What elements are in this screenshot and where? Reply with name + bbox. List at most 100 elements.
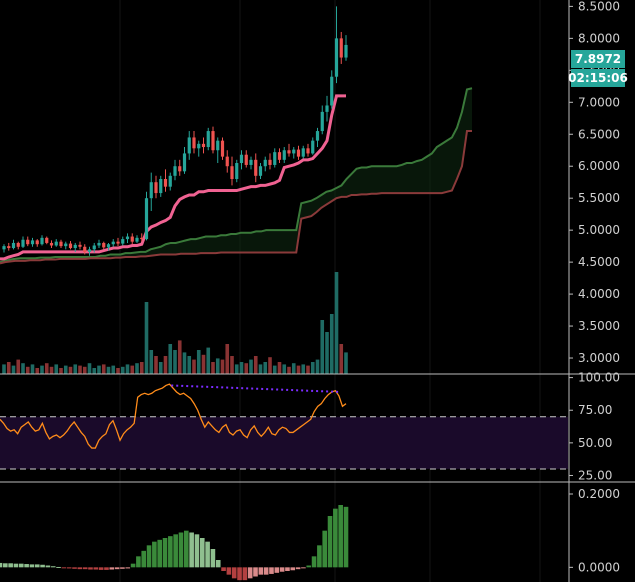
price-panel[interactable] (0, 6, 473, 374)
volume-bar (306, 365, 310, 374)
candle-body (220, 140, 225, 157)
volume-bar (334, 272, 339, 374)
rsi-axis-tick-label: 75.00 (578, 403, 612, 417)
candle-body (315, 131, 320, 141)
momentum-axis-tick-label: 0.0000 (578, 560, 620, 574)
volume-bar (320, 320, 325, 374)
momentum-bar (109, 567, 115, 570)
momentum-bar (50, 566, 56, 568)
volume-bar (163, 356, 168, 374)
rsi-divergence-line (171, 384, 341, 393)
volume-bar (291, 363, 296, 374)
volume-bar (263, 362, 268, 374)
volume-bars (2, 272, 348, 374)
volume-bar (16, 359, 21, 374)
momentum-bar (61, 567, 67, 569)
momentum-bar (343, 506, 349, 568)
volume-bar (111, 365, 116, 374)
momentum-bar (125, 567, 131, 569)
candle-body (159, 179, 163, 194)
momentum-bar (258, 567, 264, 575)
volume-bar (239, 362, 244, 374)
volume-bar (73, 364, 78, 374)
momentum-bar (184, 530, 189, 568)
momentum-bar (285, 567, 290, 571)
rsi-panel[interactable] (0, 383, 568, 470)
volume-bar (211, 362, 215, 374)
momentum-axis-tick-label: 0.2000 (578, 487, 620, 501)
momentum-bar (290, 567, 296, 571)
volume-bar (144, 302, 149, 374)
price-axis-tick-label: 4.5000 (578, 255, 620, 269)
momentum-bar (45, 565, 51, 568)
candle-body (311, 140, 315, 154)
rsi-zone (0, 416, 568, 469)
candle-body (45, 237, 49, 243)
volume-bar (249, 359, 253, 374)
candle-body (201, 143, 206, 148)
momentum-bar (263, 567, 269, 575)
candle-body (197, 143, 201, 149)
momentum-bar (295, 567, 301, 570)
volume-bar (206, 347, 211, 374)
current-price: 7.8972 (575, 52, 621, 66)
candle-body (144, 198, 149, 240)
momentum-bar (306, 565, 312, 568)
volume-bar (272, 365, 277, 374)
candle-body (92, 245, 96, 250)
volume-bar (158, 362, 163, 374)
momentum-bar (162, 538, 168, 568)
candle-body (263, 159, 267, 167)
candle-body (111, 241, 115, 245)
price-axis-tick-label: 3.5000 (578, 319, 620, 333)
volume-bar (220, 359, 225, 374)
volume-bar (253, 356, 258, 374)
momentum-bar (18, 563, 24, 568)
candle-body (168, 175, 172, 187)
volume-bar (130, 365, 135, 374)
momentum-bar (189, 532, 194, 568)
price-axis-tick-label: 8.5000 (578, 0, 620, 13)
momentum-bar (205, 541, 210, 568)
momentum-bar (157, 539, 162, 568)
volume-bar (344, 352, 348, 374)
momentum-bar (237, 567, 242, 581)
momentum-bar (88, 567, 93, 570)
momentum-bar (269, 567, 274, 574)
momentum-bar (279, 567, 285, 572)
candle-body (11, 242, 16, 249)
candle-body (277, 152, 282, 160)
candle-body (282, 150, 286, 160)
momentum-panel[interactable] (0, 505, 349, 581)
volume-bar (277, 362, 282, 374)
momentum-bar (231, 567, 237, 579)
volume-bar (258, 364, 263, 374)
candle-body (173, 166, 177, 176)
channel-fill (0, 88, 472, 264)
price-axis-tick-label: 7.0000 (578, 95, 620, 109)
price-axis-tick-label: 8.0000 (578, 31, 620, 45)
candle-body (230, 166, 234, 180)
candle-body (254, 159, 258, 176)
volume-bar (154, 356, 158, 374)
candle-body (30, 240, 35, 245)
candle-body (16, 242, 20, 247)
momentum-bar (301, 567, 306, 569)
candle-body (149, 182, 153, 199)
rsi-axis-tick-label: 25.00 (578, 468, 612, 482)
candle-body (21, 239, 25, 247)
volume-bar (68, 366, 73, 374)
volume-bar (82, 366, 87, 374)
momentum-bar (317, 545, 322, 568)
momentum-bar (152, 541, 157, 568)
volume-bar (301, 364, 306, 374)
volume-bar (2, 364, 6, 374)
momentum-bar (146, 545, 152, 568)
volume-bar (325, 332, 329, 374)
candle-body (68, 243, 73, 249)
volume-bar (339, 344, 344, 374)
candle-body (320, 111, 324, 132)
volume-bar (40, 365, 44, 374)
volume-bar (63, 365, 68, 374)
